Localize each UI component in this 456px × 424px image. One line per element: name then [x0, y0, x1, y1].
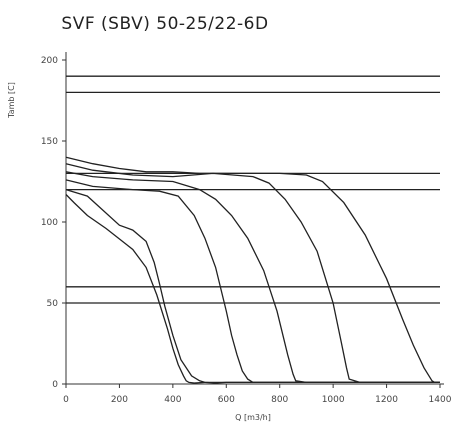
tick-labels: 0 50 100 150 200 0 200 400 600 800 1000 1200 1400 Q [… [7, 56, 452, 422]
y-tick-label: 100 [41, 218, 58, 228]
y-tick-label: 0 [52, 380, 58, 390]
y-tick-label: 200 [41, 56, 58, 66]
x-tick-label: 200 [111, 395, 128, 405]
chart-title: SVF (SBV) 50-25/22-6D [61, 14, 269, 34]
x-tick-label: 600 [218, 395, 235, 405]
x-tick-label: 0 [63, 395, 69, 405]
x-tick-label: 800 [271, 395, 288, 405]
y-tick-label: 150 [41, 137, 58, 147]
chart-axes [62, 52, 444, 388]
series-line-2 [65, 188, 440, 384]
x-tick-label: 1200 [375, 395, 398, 405]
horizontal-lines [66, 75, 440, 304]
series-line-1 [65, 194, 440, 384]
y-tick-label: 50 [47, 299, 59, 309]
curves [65, 156, 440, 384]
series-line-5 [65, 163, 440, 384]
series-line-6 [65, 156, 440, 384]
x-tick-label: 1000 [322, 395, 345, 405]
y-axis-label: Tamb [C] [7, 82, 16, 119]
series-line-3 [65, 179, 440, 384]
x-tick-label: 400 [164, 395, 181, 405]
x-axis-label: Q [m3/h] [235, 413, 271, 422]
series-line-4 [65, 171, 440, 384]
x-tick-label: 1400 [429, 395, 452, 405]
